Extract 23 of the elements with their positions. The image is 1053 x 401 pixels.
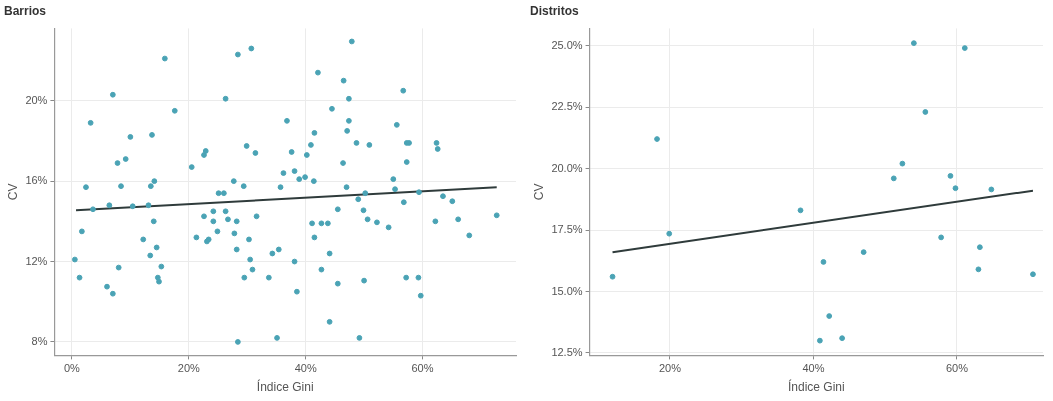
chart-title: Distritos [530,3,579,18]
y-tick-label: 20.0% [551,161,583,174]
x-tick-label: 20% [177,362,201,375]
x-axis-title: Índice Gini [256,379,314,395]
y-tick-label: 15.0% [551,284,583,297]
x-tick-label: 40% [294,362,317,375]
y-tick-label: 12.5% [551,345,583,358]
y-tick-label: 17.5% [551,223,583,236]
x-tick-label: 40% [802,362,825,375]
y-axis-title: CV [5,183,20,201]
x-tick-label: 60% [945,362,969,375]
y-axis-title: CV [531,183,546,201]
x-tick-label: 20% [658,362,682,375]
y-tick-label: 22.5% [551,100,583,113]
x-axis-title: Índice Gini [787,379,845,395]
y-tick-label: 20% [25,93,48,106]
y-tick-label: 16% [25,174,48,187]
y-tick-label: 12% [25,254,48,267]
y-tick-label: 8% [31,334,48,347]
chart-title: Barrios [4,3,47,18]
x-tick-label: 60% [411,362,434,375]
x-tick-label: 0% [63,362,81,375]
y-tick-label: 25.0% [551,38,583,51]
